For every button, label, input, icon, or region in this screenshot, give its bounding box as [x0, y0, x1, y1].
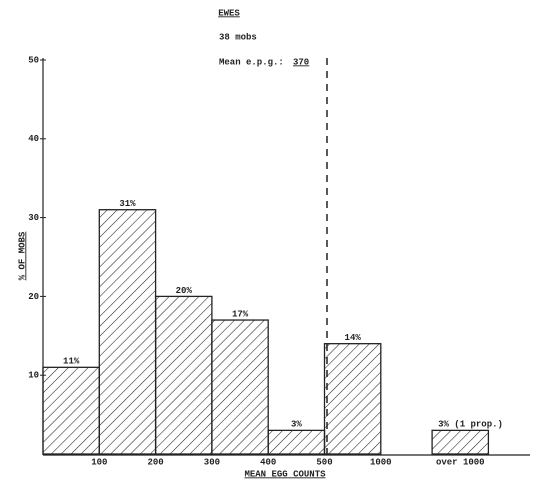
bar [42, 366, 100, 455]
value-label: 31% [119, 199, 136, 209]
x-edge-label: 400 [260, 457, 276, 467]
value-label: 11% [63, 357, 80, 367]
x-edge-label: 100 [91, 457, 107, 467]
x-tick-label: over 1000 [436, 457, 485, 467]
chart-subtitle: 38 mobs [219, 32, 257, 42]
bar [154, 295, 213, 455]
x-edge-label: 500 [316, 457, 332, 467]
mean-label: Mean e.p.g.: [219, 57, 284, 67]
bar [267, 429, 326, 455]
x-edge-label: 1000 [370, 457, 392, 467]
y-tick-label: 20 [28, 292, 39, 302]
bar [323, 343, 382, 455]
bar [211, 319, 269, 455]
value-label: 14% [345, 333, 362, 343]
y-tick-label: 30 [28, 213, 39, 223]
mean-value: 370 [293, 57, 309, 67]
value-label: 17% [232, 309, 249, 319]
y-tick-label: 50 [28, 55, 39, 65]
bar [98, 209, 157, 455]
y-tick-label: 40 [28, 134, 39, 144]
y-tick-label: 10 [28, 371, 39, 381]
x-axis-label: MEAN EGG COUNTS [244, 469, 326, 479]
x-edge-label: 200 [147, 457, 163, 467]
value-label: 3% (1 prop.) [438, 420, 503, 430]
y-axis-label: % OF MOBS [17, 231, 27, 280]
x-edge-label: 300 [204, 457, 220, 467]
value-label: 3% [291, 420, 302, 430]
bar [431, 429, 490, 455]
value-label: 20% [176, 286, 193, 296]
chart-title: EWES [218, 8, 240, 18]
